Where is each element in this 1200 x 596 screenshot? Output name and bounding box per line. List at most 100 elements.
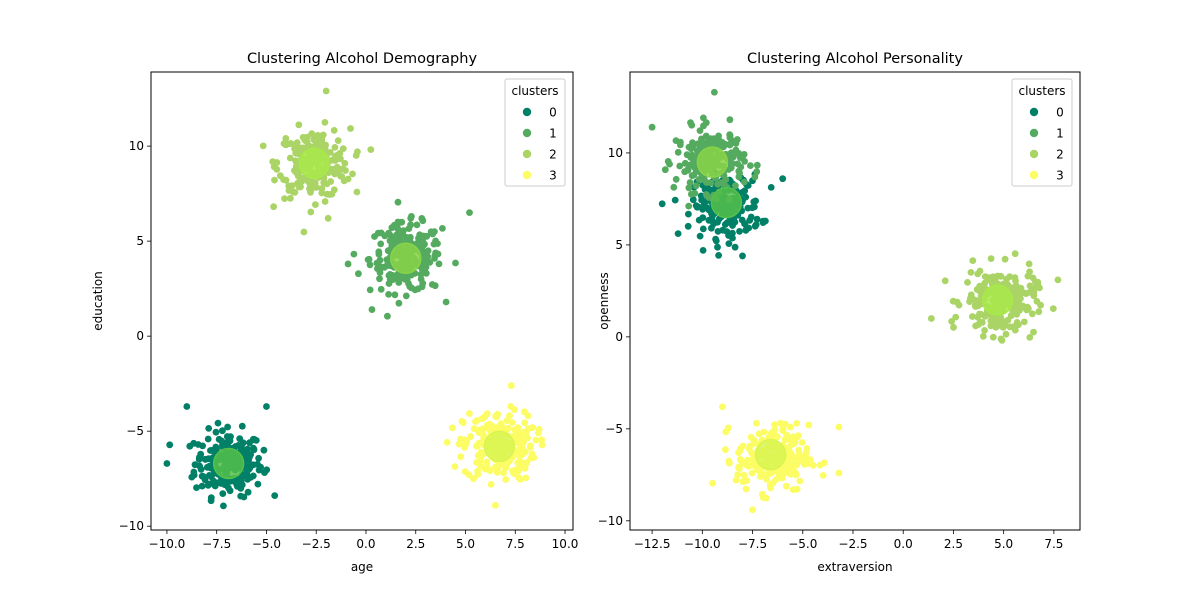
x-tick-label: 2.5 xyxy=(944,537,963,551)
y-axis-label: openness xyxy=(597,272,611,329)
data-point xyxy=(254,460,261,468)
data-point xyxy=(973,286,981,293)
data-point xyxy=(400,273,408,281)
data-point xyxy=(226,487,234,495)
data-point xyxy=(497,420,505,428)
x-tick-label: −7.5 xyxy=(202,537,231,551)
data-point xyxy=(461,444,468,451)
data-point xyxy=(516,462,524,469)
data-point xyxy=(307,208,315,216)
data-point xyxy=(212,428,220,436)
data-point xyxy=(953,298,961,306)
data-point xyxy=(709,479,716,487)
data-point xyxy=(789,486,797,493)
data-point xyxy=(419,242,427,250)
data-point xyxy=(215,435,223,443)
data-point xyxy=(282,141,290,149)
data-point xyxy=(748,449,756,457)
data-point xyxy=(377,285,385,293)
data-point xyxy=(751,203,758,211)
data-point xyxy=(794,456,802,463)
data-point xyxy=(255,466,263,474)
data-point xyxy=(371,233,378,240)
data-point xyxy=(989,315,997,322)
legend-label-1: 1 xyxy=(549,127,557,141)
data-point xyxy=(466,410,473,417)
data-point xyxy=(391,291,399,299)
x-tick-label: 7.5 xyxy=(506,537,525,551)
data-point xyxy=(384,312,391,320)
data-point xyxy=(255,454,262,462)
data-point xyxy=(421,266,429,273)
data-point xyxy=(685,184,693,192)
data-point xyxy=(291,167,298,175)
data-point xyxy=(981,327,988,334)
data-point xyxy=(406,235,414,243)
data-point xyxy=(759,219,767,227)
data-point xyxy=(515,474,523,481)
data-point xyxy=(395,299,403,307)
data-point xyxy=(292,157,300,165)
legend-label-1: 1 xyxy=(1056,127,1064,141)
x-tick-label: 7.5 xyxy=(1044,537,1063,551)
data-point xyxy=(377,240,385,248)
data-point xyxy=(699,225,707,233)
data-point xyxy=(321,198,329,205)
data-point xyxy=(319,131,327,139)
data-point xyxy=(690,171,698,179)
x-tick-label: 5.0 xyxy=(456,537,475,551)
data-point xyxy=(367,146,375,154)
data-point xyxy=(731,243,739,251)
data-point xyxy=(521,408,528,416)
data-point xyxy=(772,476,780,483)
data-point xyxy=(1004,316,1012,324)
data-point xyxy=(288,182,296,190)
legend-marker-1 xyxy=(522,128,532,138)
data-point xyxy=(803,445,811,452)
data-point xyxy=(735,167,743,175)
data-point xyxy=(684,167,692,174)
data-point xyxy=(198,482,206,490)
data-point xyxy=(998,337,1006,344)
data-point xyxy=(732,146,740,154)
data-point xyxy=(783,435,790,443)
data-point xyxy=(350,250,358,258)
data-point xyxy=(318,189,326,197)
data-point xyxy=(244,488,252,496)
data-point xyxy=(491,501,499,509)
x-tick-label: −2.5 xyxy=(838,537,867,551)
data-point xyxy=(407,221,414,229)
data-point xyxy=(202,456,210,463)
data-point xyxy=(417,271,425,278)
data-point xyxy=(985,274,993,281)
data-point xyxy=(966,295,974,302)
data-point xyxy=(487,481,495,488)
data-point xyxy=(748,469,756,477)
data-point xyxy=(736,465,743,472)
data-point xyxy=(735,173,743,181)
data-point xyxy=(670,183,678,191)
data-point xyxy=(183,403,191,410)
data-point xyxy=(750,460,758,468)
data-point xyxy=(280,176,287,184)
legend-marker-0 xyxy=(522,107,532,117)
data-point xyxy=(948,318,955,325)
data-point xyxy=(219,490,227,497)
data-point xyxy=(347,125,354,132)
data-point xyxy=(243,465,251,473)
data-point xyxy=(687,154,695,161)
data-point xyxy=(212,443,220,451)
data-point xyxy=(521,419,529,427)
data-point xyxy=(743,477,751,484)
x-tick-label: −5.0 xyxy=(788,537,817,551)
data-point xyxy=(950,323,957,331)
data-point xyxy=(708,210,715,217)
data-point xyxy=(685,202,693,210)
data-point xyxy=(206,480,214,488)
data-point xyxy=(483,458,491,466)
data-point xyxy=(466,209,473,217)
data-point xyxy=(195,454,203,461)
data-point xyxy=(681,159,689,167)
legend-label-0: 0 xyxy=(1056,106,1064,120)
data-point xyxy=(510,470,518,477)
